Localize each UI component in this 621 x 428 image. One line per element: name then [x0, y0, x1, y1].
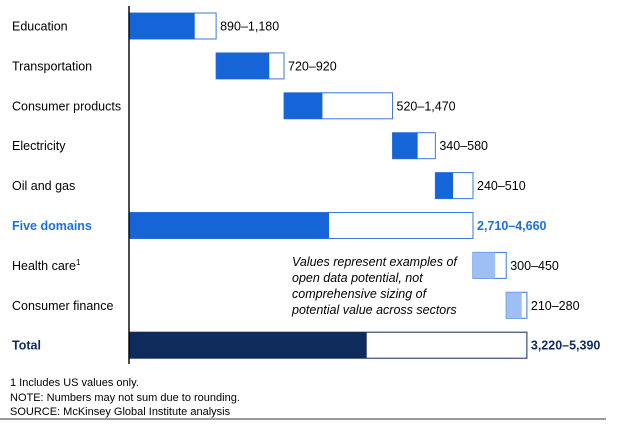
bar-low-transportation: [216, 52, 270, 79]
value-label-consumer-finance: 210–280: [531, 299, 580, 313]
category-label-five-domains: Five domains: [12, 219, 92, 233]
annotation-line: Values represent examples of: [292, 255, 458, 269]
bar-low-consumer-products: [284, 92, 323, 119]
category-label-oil-and-gas: Oil and gas: [12, 179, 75, 193]
category-label-education: Education: [12, 20, 68, 34]
category-label-total: Total: [12, 339, 41, 353]
bar-low-five-domains: [129, 212, 330, 239]
value-label-five-domains: 2,710–4,660: [477, 219, 547, 233]
annotation-line: comprehensive sizing of: [292, 287, 428, 301]
category-label-transportation: Transportation: [12, 59, 92, 73]
bar-low-oil-and-gas: [435, 172, 454, 199]
bars: [128, 12, 528, 359]
value-label-electricity: 340–580: [439, 139, 488, 153]
value-label-consumer-products: 520–1,470: [397, 99, 456, 113]
bar-low-education: [129, 13, 195, 39]
footnote-source: SOURCE: McKinsey Global Institute analys…: [10, 406, 231, 418]
category-label-health-care: Health care1: [12, 258, 81, 273]
annotation-line: open data potential, not: [292, 271, 423, 285]
bar-low-health-care: [473, 252, 496, 279]
annotation-line: potential value across sectors: [291, 303, 457, 317]
bar-low-consumer-finance: [506, 292, 522, 319]
value-label-total: 3,220–5,390: [531, 339, 601, 353]
category-label-consumer-finance: Consumer finance: [12, 299, 113, 313]
category-label-electricity: Electricity: [12, 139, 66, 153]
bar-low-electricity: [392, 132, 418, 159]
category-labels: Education Transportation Consumer products…: [12, 20, 121, 353]
bottom-rule: [0, 418, 606, 420]
annotation: Values represent examples of open data po…: [291, 255, 458, 317]
footnote-1: 1 Includes US values only.: [10, 377, 139, 389]
value-label-education: 890–1,180: [220, 20, 279, 34]
category-label-consumer-products: Consumer products: [12, 99, 121, 113]
footnote-note: NOTE: Numbers may not sum due to roundin…: [10, 392, 240, 404]
value-label-health-care: 300–450: [510, 259, 559, 273]
chart: Education Transportation Consumer products…: [12, 6, 600, 364]
value-label-oil-and-gas: 240–510: [477, 179, 526, 193]
bar-low-total: [129, 332, 367, 359]
value-label-transportation: 720–920: [288, 59, 337, 73]
footnote-marker: 1: [76, 258, 81, 267]
value-labels: 890–1,180 720–920 520–1,470 340–580 240–510 2…: [220, 20, 600, 353]
